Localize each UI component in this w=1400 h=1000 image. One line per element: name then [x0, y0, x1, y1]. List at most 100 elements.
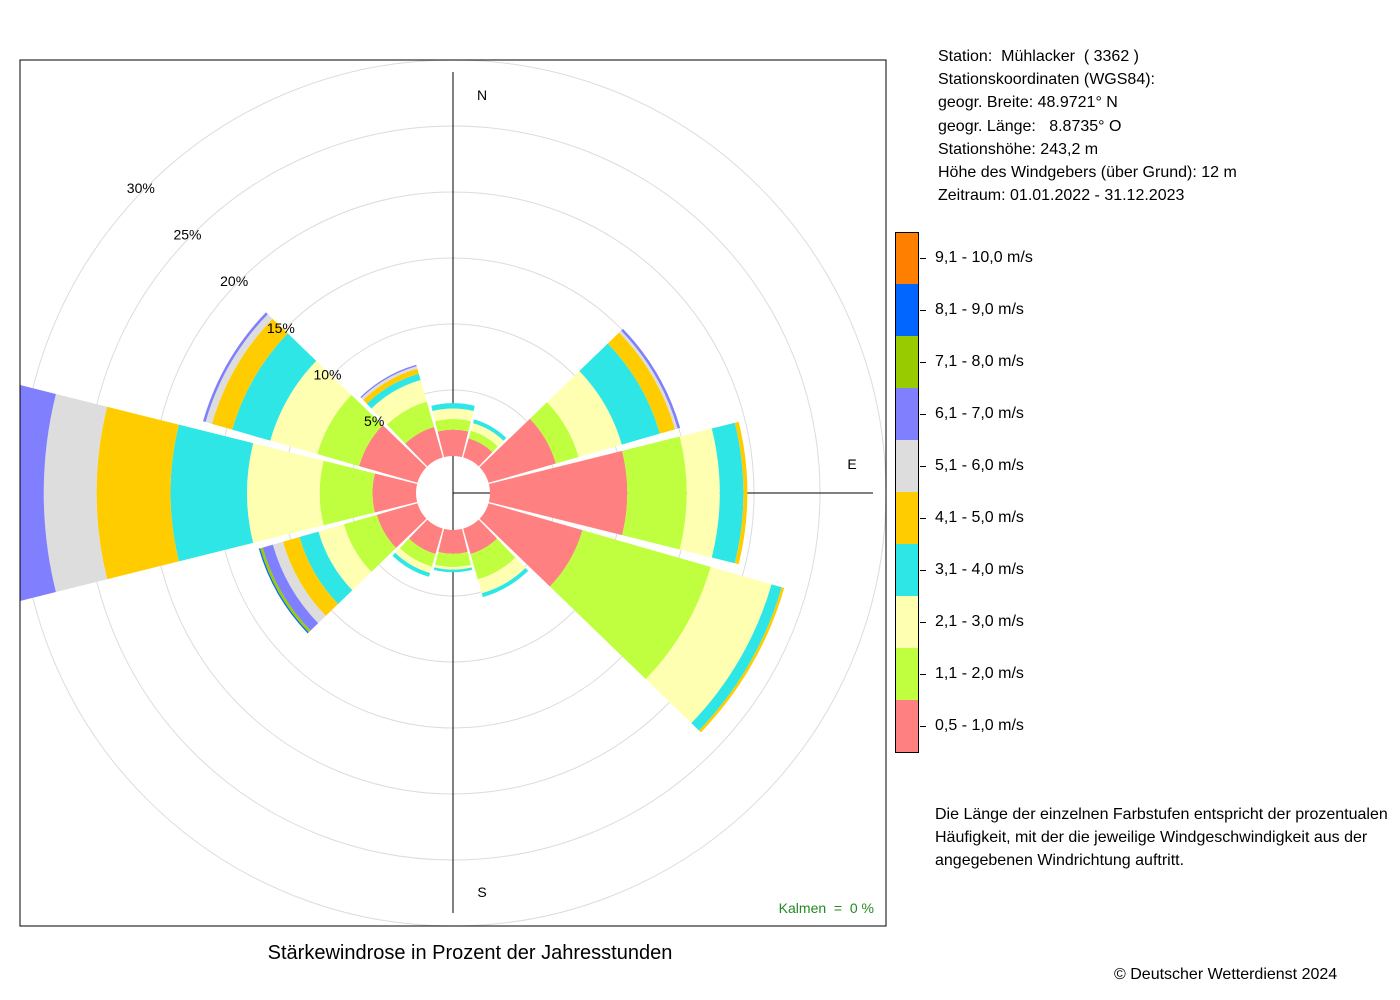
sector-WSW-class-5	[282, 537, 339, 616]
legend-tick-3	[920, 622, 926, 623]
radial-tick-labels: 5% 10% 15% 20% 25% 30%	[127, 180, 384, 429]
legend-tick-8	[920, 362, 926, 363]
sector-SSW-class-2	[399, 538, 436, 567]
radial-tick-label-15: 15%	[267, 320, 295, 336]
station-latitude: geogr. Breite: 48.9721° N	[938, 94, 1118, 112]
legend-swatch-9	[895, 284, 919, 336]
sensor-height: Höhe des Windgebers (über Grund): 12 m	[938, 164, 1237, 182]
sector-NNE-class-4	[473, 419, 507, 441]
sector-E	[488, 421, 748, 565]
sector-S	[433, 528, 473, 573]
sector-WSW-class-1	[376, 503, 427, 549]
sector-WSW-class-3	[318, 524, 372, 591]
legend-label-6: 5,1 - 6,0 m/s	[935, 457, 1024, 474]
sector-E-class-5	[734, 421, 748, 565]
sector-N	[431, 403, 475, 458]
sector-SSE-class-1	[463, 519, 498, 554]
sector-SSE-class-4	[481, 568, 529, 598]
legend-label-2: 1,1 - 2,0 m/s	[935, 665, 1024, 682]
sector-NNW-class-3	[371, 380, 427, 425]
sector-WSW-class-4	[299, 531, 353, 604]
legend-tick-5	[920, 518, 926, 519]
sector-ENE-class-2	[529, 402, 579, 464]
legend-swatch-1	[895, 700, 919, 753]
legend-swatch-7	[895, 388, 919, 440]
radial-tick-label-5: 5%	[364, 413, 384, 429]
sector-W-class-7	[20, 385, 56, 601]
sector-NNE	[463, 419, 507, 467]
plot-frame	[19, 59, 887, 927]
sector-NNW	[360, 364, 443, 467]
radial-tick-label-10: 10%	[313, 366, 341, 382]
sector-S-class-3	[434, 564, 472, 570]
sector-NNW-class-1	[405, 426, 443, 467]
calm-note: Kalmen = 0 %	[779, 900, 874, 916]
speed-legend: 9,1 - 10,0 m/s 8,1 - 9,0 m/s 7,1 - 8,0 m/s…	[895, 232, 1033, 753]
sector-NNW-class-2	[386, 401, 435, 444]
sector-WNW-class-6	[205, 314, 273, 424]
legend-tick-2	[920, 674, 926, 675]
sector-E-class-1	[488, 450, 628, 536]
legend-label-7: 6,1 - 7,0 m/s	[935, 405, 1024, 422]
sector-WSW-class-8	[260, 547, 311, 633]
sector-SSW-class-1	[408, 519, 443, 554]
sector-ESE	[479, 503, 785, 733]
sector-ENE-class-1	[479, 418, 556, 483]
sector-WNW-class-2	[317, 394, 383, 467]
sector-NNW-class-5	[363, 368, 419, 404]
legend-tick-10	[920, 258, 926, 259]
sector-S-class-1	[438, 528, 468, 554]
chart-title: Stärkewindrose in Prozent der Jahresstun…	[267, 942, 673, 964]
sector-ENE-class-3	[547, 371, 622, 457]
sector-W-class-6	[43, 393, 108, 593]
legend-label-8: 7,1 - 8,0 m/s	[935, 353, 1024, 370]
sector-W-class-3	[247, 443, 324, 543]
sector-SSW-class-3	[395, 548, 432, 573]
radial-tick-label-30: 30%	[127, 180, 155, 196]
sector-NNW-class-6	[361, 366, 418, 400]
sector-N-class-1	[437, 429, 469, 458]
sector-E-class-2	[622, 436, 687, 550]
sector-E-class-4	[711, 422, 744, 564]
sector-WSW-class-7	[262, 544, 319, 631]
compass-label-south: S	[477, 884, 486, 900]
sector-ESE-class-1	[479, 503, 583, 587]
station-longitude: geogr. Länge: 8.8735° O	[938, 117, 1122, 135]
time-period: Zeitraum: 01.01.2022 - 31.12.2023	[938, 187, 1185, 205]
sector-ENE-class-4	[579, 343, 660, 445]
sector-ENE-class-5	[607, 332, 676, 434]
legend-tick-6	[920, 466, 926, 467]
sector-N-class-3	[432, 408, 474, 422]
sector-NNE-class-2	[468, 430, 498, 453]
legend-label-5: 4,1 - 5,0 m/s	[935, 509, 1024, 526]
compass-label-east: E	[847, 456, 856, 472]
sector-NNE-class-1	[463, 438, 493, 467]
sector-WNW-class-3	[270, 360, 352, 455]
legend-label-1: 0,5 - 1,0 m/s	[935, 717, 1024, 734]
sector-ESE-class-3	[645, 566, 772, 724]
legend-swatch-6	[895, 440, 919, 492]
sector-WSW	[258, 503, 427, 634]
legend-label-4: 3,1 - 4,0 m/s	[935, 561, 1024, 578]
sector-W-class-9	[0, 378, 1, 608]
sector-W	[0, 378, 418, 608]
legend-swatch-10	[895, 232, 919, 284]
radial-tick-label-25: 25%	[173, 226, 201, 242]
sector-ESE-class-2	[549, 530, 711, 680]
legend-swatch-4	[895, 544, 919, 596]
sector-N-class-2	[435, 419, 471, 432]
legend-tick-7	[920, 414, 926, 415]
sector-WNW-class-5	[211, 318, 288, 430]
station-info: Station: Mühlacker ( 3362 ) Stationskoor…	[938, 45, 1237, 207]
station-elevation: Stationshöhe: 243,2 m	[938, 140, 1099, 158]
legend-swatch-8	[895, 336, 919, 388]
legend-tick-9	[920, 310, 926, 311]
radial-tick-label-20: 20%	[220, 273, 248, 289]
legend-label-3: 2,1 - 3,0 m/s	[935, 613, 1024, 630]
legend-swatch-2	[895, 648, 919, 700]
sector-SSE	[463, 519, 529, 598]
sector-WNW-class-4	[232, 333, 317, 441]
sector-S-class-4	[433, 567, 473, 573]
compass-label-north: N	[477, 87, 487, 103]
